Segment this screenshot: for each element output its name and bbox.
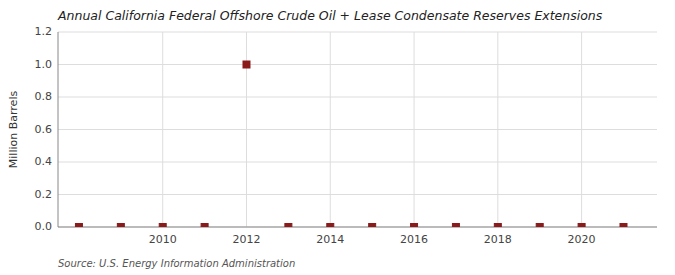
point — [201, 224, 208, 228]
y-tick-label: 0.2 — [35, 188, 53, 201]
x-tick-label: 2010 — [149, 233, 177, 246]
x-tick-label: 2012 — [232, 233, 260, 246]
y-grid-line — [58, 129, 657, 130]
point — [578, 224, 585, 228]
point — [243, 61, 250, 68]
grid — [58, 32, 657, 227]
x-tick-label: 2018 — [484, 233, 512, 246]
chart: 0.0 0.2 0.4 0.6 0.8 1.0 1.2 2010 2012 2014 2016 201… — [0, 0, 675, 275]
x-grid-line — [162, 32, 163, 227]
source: Source: U.S. Energy Information Administ… — [58, 258, 295, 269]
y-grid-line — [58, 97, 657, 98]
point — [159, 224, 166, 228]
y-tick-label: 1.0 — [35, 58, 53, 71]
x-grid-line — [497, 32, 498, 227]
y-grid-line — [58, 64, 657, 65]
point — [117, 224, 124, 228]
y-tick-label: 1.2 — [35, 25, 53, 38]
x-grid-line — [581, 32, 582, 227]
x-tick-label: 2014 — [316, 233, 344, 246]
point — [285, 224, 292, 228]
y-grid-line — [58, 227, 657, 228]
y-axis-label: Million Barrels — [7, 91, 20, 169]
point — [536, 224, 543, 228]
y-grid-line — [58, 162, 657, 163]
y-grid-line — [58, 194, 657, 195]
point — [411, 224, 418, 228]
x-grid-line — [414, 32, 415, 227]
point — [327, 224, 334, 228]
point — [369, 224, 376, 228]
x-grid-line — [330, 32, 331, 227]
point — [75, 224, 82, 228]
x-axis-line — [58, 227, 657, 228]
background — [0, 0, 675, 275]
x-tick-label: 2016 — [400, 233, 428, 246]
points — [75, 61, 627, 227]
y-axis-line — [58, 32, 59, 227]
title: Annual California Federal Offshore Crude… — [57, 8, 603, 23]
y-tick-label: 0.4 — [35, 155, 53, 168]
point — [452, 224, 459, 228]
point — [620, 224, 627, 228]
y-grid-line — [58, 32, 657, 33]
y-tick-label: 0.0 — [35, 220, 53, 233]
y-tick-label: 0.8 — [35, 90, 53, 103]
x-tick-label: 2020 — [568, 233, 596, 246]
y-tick-label: 0.6 — [35, 123, 53, 136]
axes: 0.0 0.2 0.4 0.6 0.8 1.0 1.2 2010 2012 2014 2016 201… — [35, 25, 658, 246]
point — [494, 224, 501, 228]
